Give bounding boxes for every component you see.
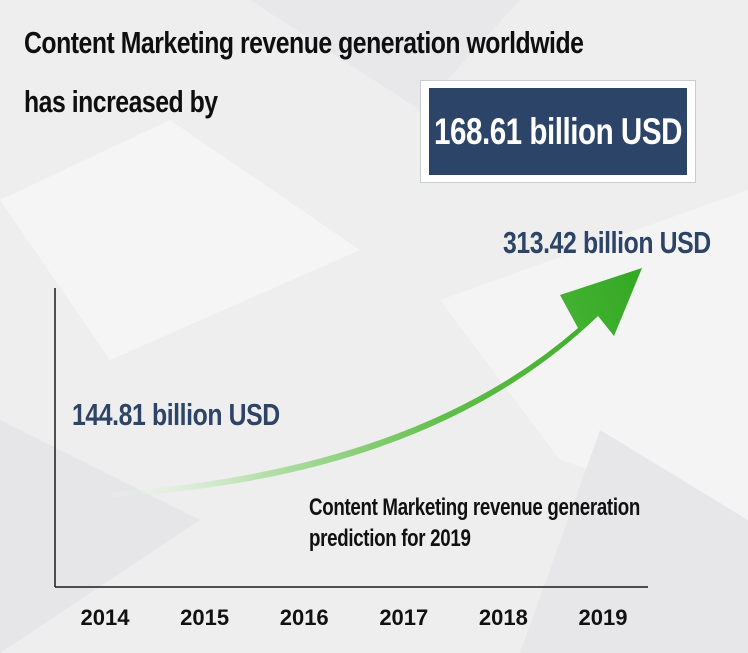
increase-highlight-panel: 168.61 billion USD bbox=[429, 88, 687, 175]
chart-title-line-2: has increased by bbox=[24, 84, 218, 119]
x-tick-label-2019: 2019 bbox=[579, 605, 628, 630]
growth-trend-arrow bbox=[112, 268, 642, 497]
increase-highlight-box: 168.61 billion USD bbox=[420, 80, 696, 183]
x-tick-label-2015: 2015 bbox=[180, 605, 229, 630]
x-tick-label-2014: 2014 bbox=[81, 605, 131, 630]
x-tick-labels: 2014 2015 2016 2017 2018 2019 bbox=[81, 605, 628, 630]
x-tick-label-2018: 2018 bbox=[479, 605, 528, 630]
start-value-label: 144.81 billion USD bbox=[72, 397, 280, 432]
prediction-note: Content Marketing revenue generation pre… bbox=[309, 492, 640, 554]
chart-title-line-1: Content Marketing revenue generation wor… bbox=[24, 25, 584, 60]
x-tick-label-2016: 2016 bbox=[280, 605, 329, 630]
end-value-label: 313.42 billion USD bbox=[503, 225, 711, 260]
prediction-note-line-1: Content Marketing revenue generation bbox=[309, 494, 640, 521]
increase-value: 168.61 billion USD bbox=[434, 110, 683, 152]
prediction-note-line-2: prediction for 2019 bbox=[309, 525, 471, 552]
x-tick-label-2017: 2017 bbox=[379, 605, 428, 630]
axes bbox=[54, 288, 648, 588]
